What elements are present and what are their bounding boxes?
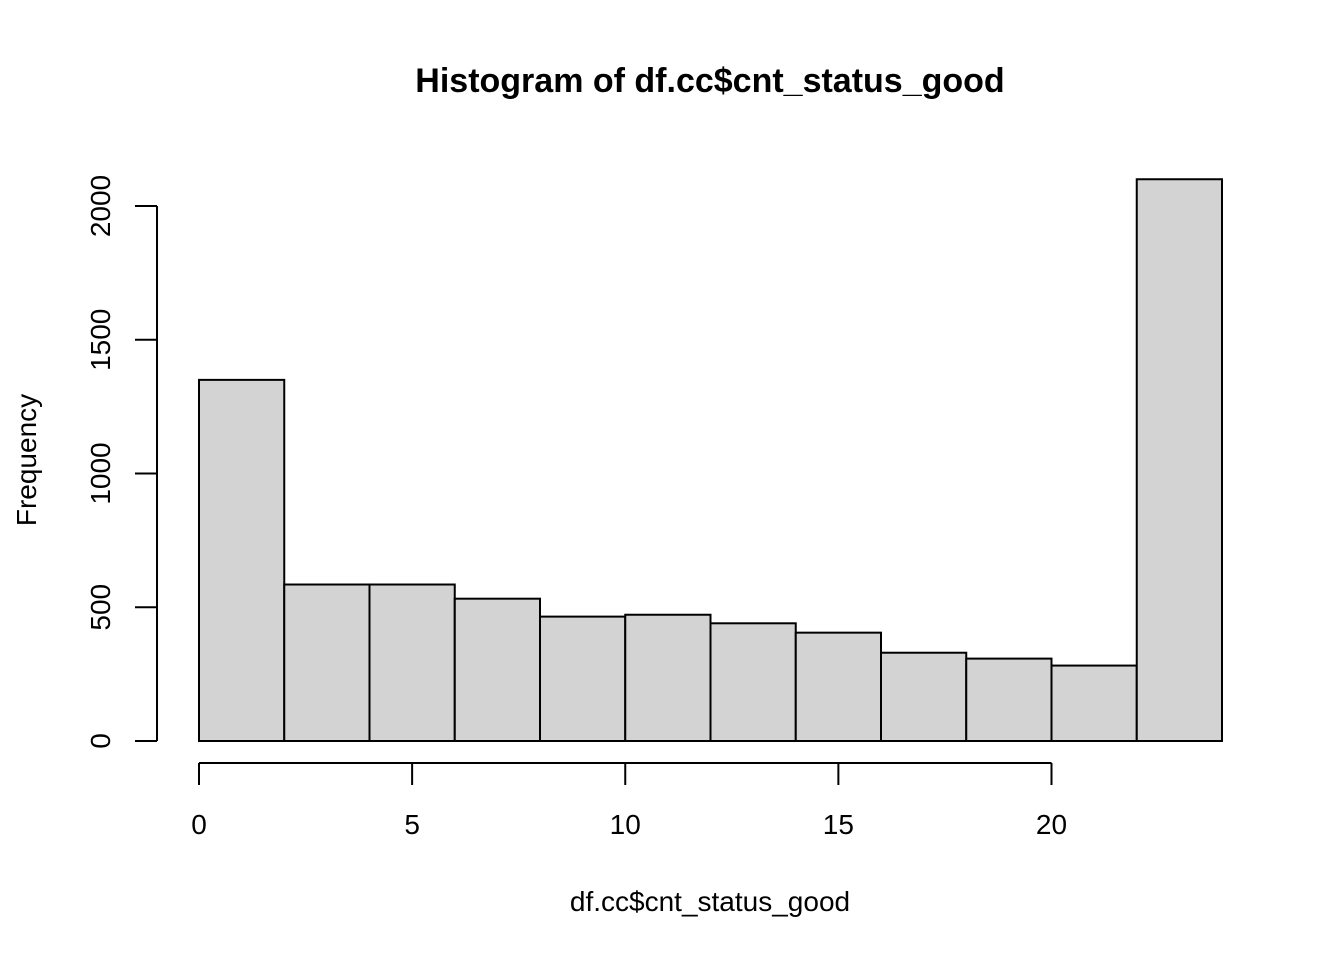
histogram-bar-6-8 <box>453 597 541 742</box>
y-tick-label: 2000 <box>85 175 116 237</box>
y-tick-label: 0 <box>85 733 116 749</box>
chart-title: Histogram of df.cc$cnt_status_good <box>415 62 1004 100</box>
y-axis-label: Frequency <box>11 394 42 526</box>
histogram-bar-22-24 <box>1135 178 1223 742</box>
x-tick-label: 20 <box>1036 809 1067 840</box>
x-tick-label: 5 <box>404 809 420 840</box>
y-tick-label: 1000 <box>85 442 116 504</box>
y-tick-label: 500 <box>85 584 116 631</box>
x-axis-label: df.cc$cnt_status_good <box>570 886 850 917</box>
histogram-bar-2-4 <box>283 583 371 743</box>
histogram-bar-12-14 <box>709 622 797 742</box>
x-tick-label: 15 <box>823 809 854 840</box>
histogram-bar-20-22 <box>1050 664 1138 742</box>
x-tick-label: 10 <box>610 809 641 840</box>
histogram-bar-10-12 <box>624 613 712 742</box>
histogram-bar-0-2 <box>198 378 286 742</box>
histogram-bar-14-16 <box>794 631 882 742</box>
histogram-bar-4-6 <box>368 583 456 743</box>
y-tick-label: 1500 <box>85 309 116 371</box>
x-axis: 0 5 10 15 20 <box>191 762 1067 840</box>
histogram-bar-8-10 <box>539 615 627 742</box>
x-tick-label: 0 <box>191 809 207 840</box>
histogram-bar-16-18 <box>880 651 968 742</box>
histogram-bar-18-20 <box>965 657 1053 742</box>
y-axis: 0 500 1000 1500 2000 <box>85 175 158 749</box>
histogram-bars <box>198 178 1223 743</box>
